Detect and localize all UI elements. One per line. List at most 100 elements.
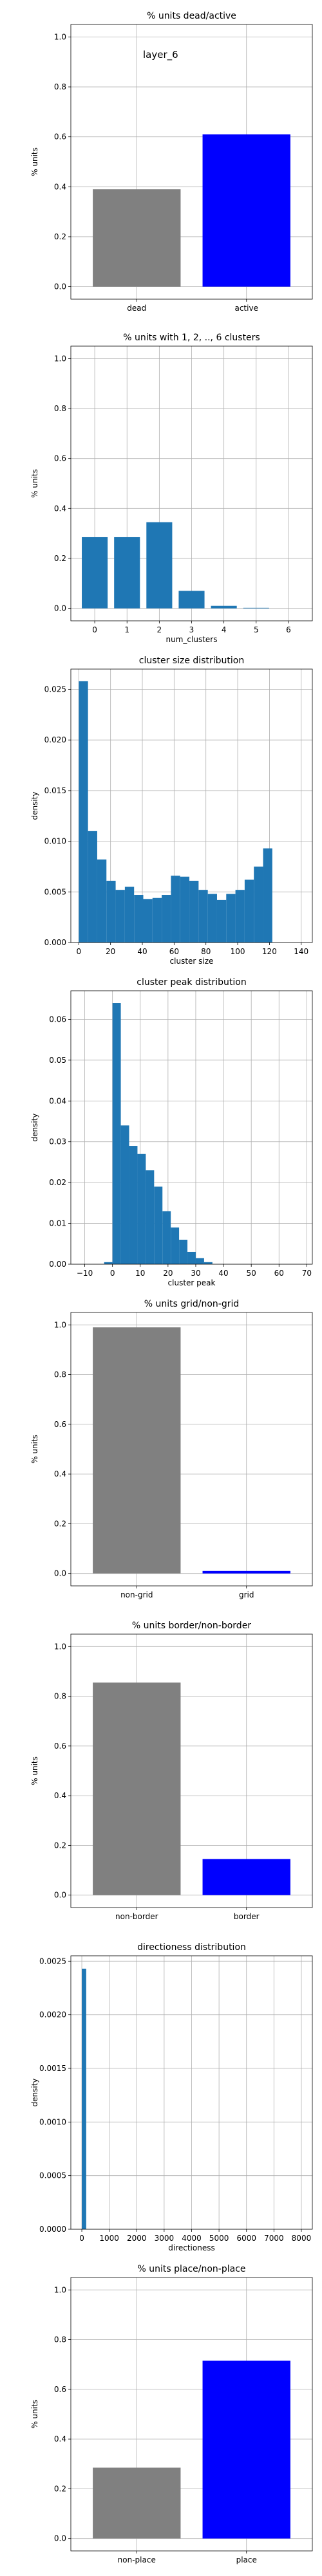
bar-cluster-3 — [178, 591, 205, 609]
y-tick-label: 0.06 — [49, 1015, 66, 1024]
y-tick-label: 0.0 — [54, 1891, 66, 1900]
y-tick-label: 1.0 — [54, 32, 66, 41]
bars — [93, 1682, 290, 1895]
x-tick-label: 5000 — [209, 2234, 229, 2243]
y-tick-label: 0.4 — [54, 2434, 66, 2443]
x-tick-label: 8000 — [292, 2234, 312, 2243]
x-tick-label: 4000 — [182, 2234, 202, 2243]
chart-title: % units dead/active — [147, 11, 236, 21]
axes-frame — [70, 24, 313, 300]
y-tick-label: 0.025 — [44, 685, 66, 694]
y-tick-label: 0.4 — [54, 1469, 66, 1478]
x-tick-label: active — [234, 304, 258, 313]
y-axis-label: % units — [30, 1756, 39, 1785]
x-tick-label: dead — [127, 304, 146, 313]
y-tick-label: 0.0015 — [39, 2064, 66, 2073]
gridlines — [71, 1956, 312, 2230]
bar-non-place — [93, 2467, 181, 2539]
histogram-bar — [226, 894, 236, 943]
y-tick-label: 0.0010 — [39, 2117, 66, 2126]
y-tick-label: 0.6 — [54, 2385, 66, 2394]
x-tick-label: grid — [239, 1590, 254, 1599]
axes-frame — [70, 1312, 313, 1587]
y-tick-label: 0.6 — [54, 133, 66, 142]
x-tick-label: 1 — [124, 625, 129, 634]
chart-1: 0.0 0.2 0.4 0.6 0.8 1.0 dead active % units dead… — [30, 11, 313, 313]
histogram-bar — [263, 848, 272, 943]
bars — [93, 134, 290, 287]
bars — [93, 2360, 290, 2539]
y-tick-label: 0.0005 — [39, 2171, 66, 2180]
bar-cluster-4 — [211, 605, 237, 609]
histogram-bar — [204, 1262, 213, 1264]
x-tick-label: 0 — [92, 625, 97, 634]
x-tick-label: 1000 — [99, 2234, 119, 2243]
x-tick-label: 0 — [77, 947, 82, 956]
gridlines — [71, 991, 312, 1265]
y-tick-label: 0.4 — [54, 1791, 66, 1800]
y-tick-label: 0.02 — [49, 1178, 66, 1187]
x-axis-label: cluster peak — [168, 1278, 216, 1287]
histogram-bar — [115, 890, 125, 943]
y-axis: 0.0 0.2 0.4 0.6 0.8 1.0 — [54, 354, 71, 613]
x-tick-label: 20 — [106, 947, 115, 956]
bars — [93, 1327, 290, 1574]
histogram-bar — [146, 1170, 155, 1264]
x-tick-label: place — [236, 2555, 257, 2564]
x-tick-label: 140 — [294, 947, 308, 956]
histogram-bar — [152, 897, 162, 943]
chart-2: 0.0 0.2 0.4 0.6 0.8 1.0 0 1 2 3 4 5 6 % units with 1,… — [30, 333, 313, 644]
x-tick-label: 20 — [163, 1269, 173, 1278]
axes-frame — [70, 668, 313, 943]
chart-3: 0.000 0.005 0.010 0.015 0.020 0.025 0 20 40 60 80 1… — [30, 656, 313, 966]
histogram-bar — [124, 887, 135, 943]
chart-8: 0.0 0.2 0.4 0.6 0.8 1.0 non-place place % units … — [30, 2264, 313, 2564]
x-tick-label: 2000 — [127, 2234, 147, 2243]
x-tick-label: 0 — [79, 2234, 84, 2243]
bars — [79, 681, 272, 943]
bar-cluster-2 — [146, 522, 173, 609]
y-tick-label: 1.0 — [54, 1320, 66, 1329]
y-tick-label: 0.015 — [44, 786, 66, 795]
y-axis: 0.000 0.005 0.010 0.015 0.020 0.025 — [44, 685, 71, 947]
x-axis: non-grid grid — [120, 1586, 254, 1599]
x-tick-label: non-place — [118, 2555, 156, 2564]
y-tick-label: 0.010 — [44, 837, 66, 846]
y-tick-label: 0.2 — [54, 554, 66, 563]
x-tick-label: non-grid — [120, 1590, 153, 1599]
x-tick-label: 100 — [231, 947, 245, 956]
y-tick-label: 0.2 — [54, 232, 66, 241]
y-tick-label: 0.03 — [49, 1137, 66, 1146]
histogram-bar — [112, 1003, 121, 1264]
x-tick-label: 4 — [222, 625, 227, 634]
chart-title: % units with 1, 2, .., 6 clusters — [123, 333, 260, 343]
y-axis: 0.0 0.2 0.4 0.6 0.8 1.0 — [54, 1320, 71, 1578]
y-tick-label: 0.8 — [54, 82, 66, 91]
x-axis-label: cluster size — [170, 957, 214, 966]
histogram-bar — [162, 895, 171, 943]
x-tick-label: 7000 — [264, 2234, 284, 2243]
bar-cluster-5 — [243, 607, 269, 609]
y-tick-label: 0.05 — [49, 1056, 66, 1065]
histogram-bar — [171, 876, 180, 943]
histogram-bar — [254, 866, 263, 943]
y-tick-label: 0.8 — [54, 1370, 66, 1379]
axes-frame — [70, 1633, 313, 1908]
x-axis-label: directioness — [168, 2243, 214, 2252]
chart-title: directioness distribution — [137, 1942, 246, 1953]
histogram-bar — [79, 681, 88, 943]
y-axis: 0.0 0.2 0.4 0.6 0.8 1.0 — [54, 32, 71, 291]
x-tick-label: 40 — [218, 1269, 228, 1278]
y-tick-label: 0.01 — [49, 1219, 66, 1228]
y-tick-label: 0.0 — [54, 604, 66, 613]
histogram-bar — [180, 876, 190, 943]
histogram-bar — [120, 1125, 129, 1264]
axes-frame — [70, 2277, 313, 2552]
bar-place — [202, 2360, 290, 2539]
bars — [82, 522, 269, 609]
bar-cluster-1 — [114, 537, 140, 609]
histogram-bar — [129, 1146, 138, 1264]
bars — [82, 1969, 86, 2229]
x-axis-label: num_clusters — [166, 635, 218, 644]
